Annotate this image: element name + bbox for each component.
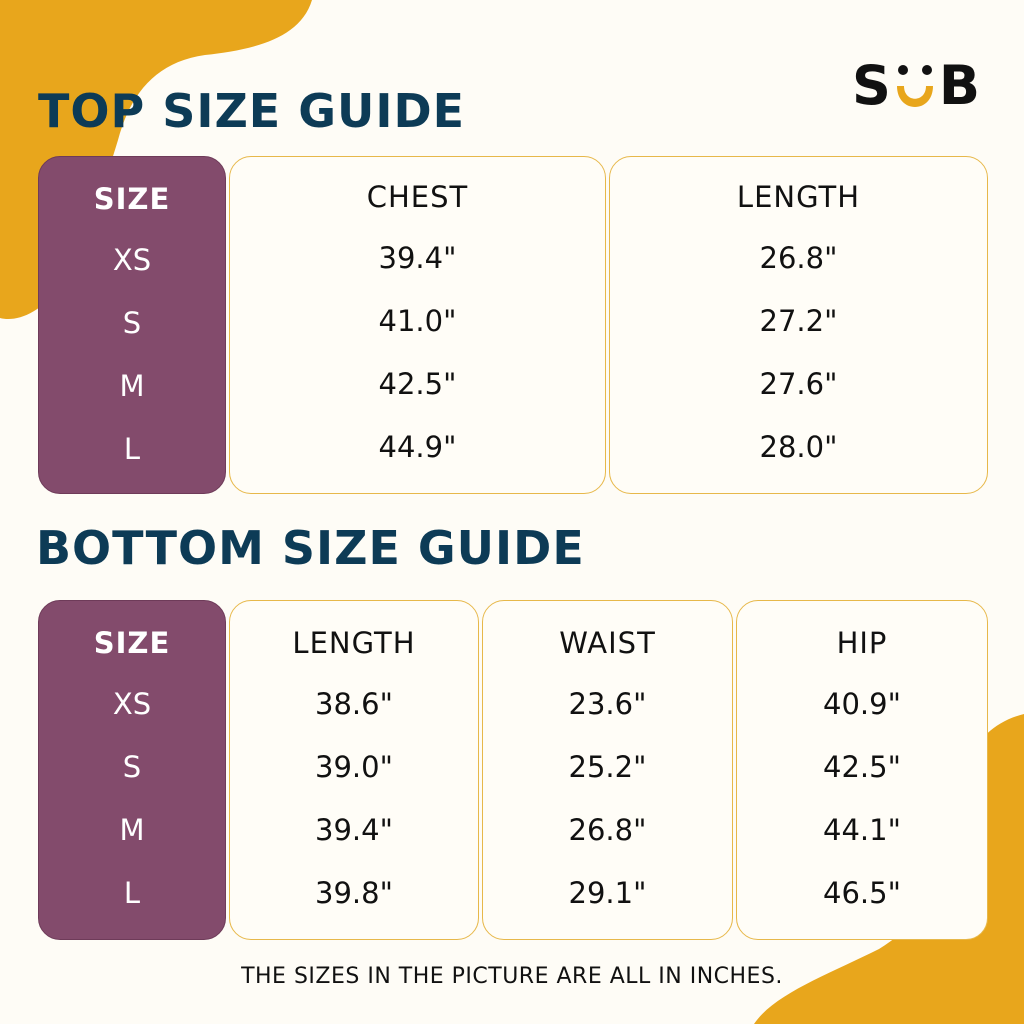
- measurement-value: 23.6": [568, 687, 647, 721]
- measurement-value: 27.2": [759, 304, 838, 338]
- column-header: HIP: [836, 626, 888, 660]
- column-header: WAIST: [559, 626, 656, 660]
- measurement-value: 39.8": [315, 876, 393, 910]
- measurement-value: 26.8": [568, 813, 647, 847]
- size-label: XS: [112, 243, 152, 277]
- measurement-value: 38.6": [315, 687, 393, 721]
- measurement-value: 44.9": [378, 430, 457, 464]
- measurement-value: 42.5": [378, 367, 457, 401]
- measurement-value: 40.9": [823, 687, 901, 721]
- bottom-size-column: SIZE XS S M L: [38, 600, 226, 940]
- measurement-value: 29.1": [568, 876, 647, 910]
- bottom-right-blob: [754, 714, 1024, 1024]
- measurement-value: 44.1": [823, 813, 901, 847]
- measurement-value: 27.6": [759, 367, 838, 401]
- bottom-length-column: LENGTH 38.6" 39.0" 39.4" 39.8": [229, 600, 479, 940]
- bottom-waist-column: WAIST 23.6" 25.2" 26.8" 29.1": [482, 600, 733, 940]
- measurement-value: 41.0": [378, 304, 457, 338]
- column-header: CHEST: [366, 180, 469, 214]
- measurement-value: 46.5": [823, 876, 901, 910]
- logo-letter-left: S: [852, 54, 891, 117]
- measurement-value: 39.4": [378, 241, 457, 275]
- measurement-value: 26.8": [759, 241, 838, 275]
- size-label: L: [123, 432, 141, 466]
- size-label: S: [122, 750, 142, 784]
- size-label: L: [123, 876, 141, 910]
- measurement-value: 39.0": [315, 750, 393, 784]
- top-length-column: LENGTH 26.8" 27.2" 27.6" 28.0": [609, 156, 988, 494]
- column-header: LENGTH: [736, 180, 861, 214]
- measurement-value: 39.4": [315, 813, 393, 847]
- bottom-guide-title: BOTTOM SIZE GUIDE: [36, 521, 585, 575]
- measurement-value: 25.2": [568, 750, 647, 784]
- brand-logo: S B: [852, 56, 980, 116]
- column-header: SIZE: [93, 626, 171, 660]
- size-label: M: [119, 369, 145, 403]
- units-footnote: THE SIZES IN THE PICTURE ARE ALL IN INCH…: [241, 964, 783, 989]
- measurement-value: 28.0": [759, 430, 838, 464]
- column-header: SIZE: [93, 182, 171, 216]
- smile-icon: [896, 65, 933, 107]
- bottom-hip-column: HIP 40.9" 42.5" 44.1" 46.5": [736, 600, 988, 940]
- top-chest-column: CHEST 39.4" 41.0" 42.5" 44.9": [229, 156, 606, 494]
- measurement-value: 42.5": [823, 750, 901, 784]
- column-header: LENGTH: [292, 626, 416, 660]
- top-guide-title: TOP SIZE GUIDE: [38, 84, 466, 138]
- size-label: M: [119, 813, 145, 847]
- size-label: S: [122, 306, 142, 340]
- size-label: XS: [112, 687, 152, 721]
- logo-letter-right: B: [938, 54, 981, 117]
- top-size-column: SIZE XS S M L: [38, 156, 226, 494]
